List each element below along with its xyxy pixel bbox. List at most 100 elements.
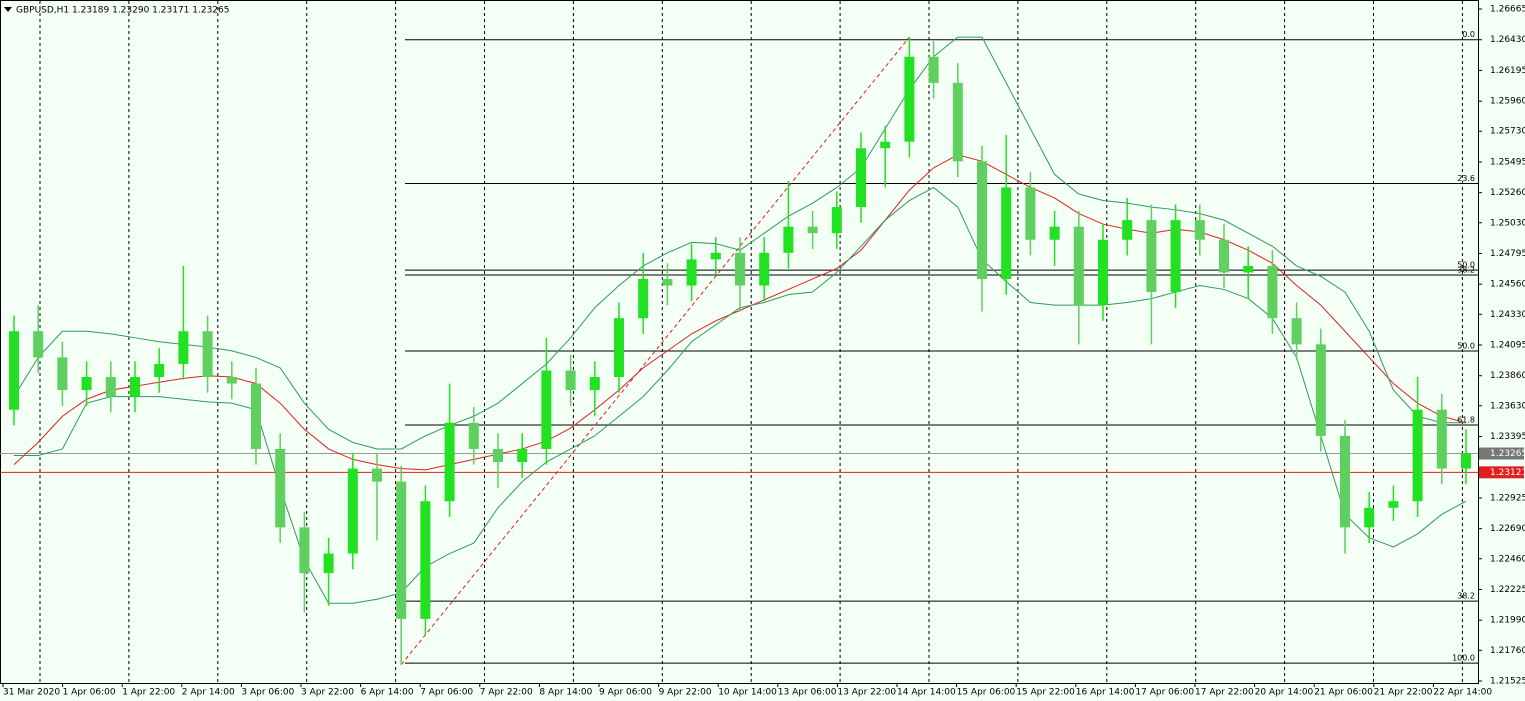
x-tick-label: 1 Apr 22:00 [122, 688, 175, 698]
candle-body [1267, 265, 1278, 319]
candle-body [251, 383, 261, 449]
candle-body [372, 468, 382, 482]
y-tick-label: 1.24095 [1490, 341, 1525, 351]
y-tick-label: 1.25960 [1490, 97, 1525, 107]
candle-body [928, 56, 939, 83]
candle-body [347, 468, 358, 554]
candle-body [493, 448, 503, 463]
x-tick-label: 2 Apr 14:00 [182, 688, 235, 698]
candle-body [807, 226, 818, 234]
candle-body [565, 370, 576, 391]
y-tick-label: 1.23395 [1490, 432, 1525, 442]
candle-body [1025, 187, 1036, 240]
candle-body [81, 377, 92, 391]
candle-body [686, 259, 697, 286]
x-tick-label: 9 Apr 06:00 [599, 688, 652, 698]
candle-body [1340, 435, 1350, 528]
y-tick-label: 1.22225 [1490, 585, 1525, 595]
y-tick-label: 1.21760 [1490, 646, 1525, 656]
y-tick-label: 1.26430 [1490, 35, 1525, 45]
y-tick-label: 1.22690 [1490, 524, 1525, 534]
y-tick-label: 1.24560 [1490, 280, 1525, 290]
x-tick-label: 3 Apr 06:00 [241, 688, 294, 698]
candle-body [977, 161, 987, 279]
candle-body [1243, 265, 1254, 273]
y-tick-label: 1.24330 [1490, 310, 1525, 320]
y-tick-label: 1.24795 [1490, 249, 1525, 259]
y-tick-label: 1.23630 [1490, 401, 1525, 411]
candle-body [541, 370, 552, 449]
candle-body [130, 377, 140, 397]
candle-body [614, 318, 624, 378]
price-label: 1.23121 [1490, 468, 1525, 478]
fib-label: 38.2 [1457, 592, 1475, 601]
candle-body [856, 148, 866, 208]
x-tick-label: 22 Apr 14:00 [1433, 688, 1492, 698]
x-tick-label: 21 Apr 22:00 [1374, 688, 1433, 698]
x-tick-label: 6 Apr 14:00 [361, 688, 414, 698]
candle-body [1194, 220, 1205, 240]
candle-body [178, 331, 189, 364]
x-tick-label: 20 Apr 14:00 [1255, 688, 1314, 698]
candle-body [444, 422, 455, 502]
candle-body [420, 501, 431, 619]
candle-body [1436, 409, 1447, 469]
candle-body [1122, 220, 1133, 240]
x-tick-label: 13 Apr 22:00 [837, 688, 896, 698]
x-tick-label: 15 Apr 06:00 [957, 688, 1016, 698]
candle-body [299, 527, 310, 574]
menu-arrow[interactable] [4, 7, 12, 12]
candle-body [735, 252, 745, 286]
candle-body [468, 422, 479, 449]
x-tick-label: 3 Apr 22:00 [301, 688, 354, 698]
candle-body [589, 377, 600, 391]
candle-body [1098, 239, 1108, 306]
y-tick-label: 1.22925 [1490, 493, 1525, 503]
candle-body [226, 377, 237, 384]
candle-body [517, 448, 528, 463]
candle-body [638, 278, 649, 319]
x-tick-label: 7 Apr 22:00 [480, 688, 533, 698]
candle-body [1219, 239, 1229, 273]
y-tick-label: 1.26665 [1490, 5, 1525, 15]
candle-body [57, 357, 68, 391]
chart-title: GBPUSD,H1 1.23189 1.23290 1.23171 1.2326… [16, 6, 229, 16]
y-tick-label: 1.25495 [1490, 157, 1525, 167]
candle-body [831, 207, 842, 234]
candle-body [662, 278, 673, 286]
x-tick-label: 31 Mar 2020 [3, 688, 60, 698]
x-tick-label: 14 Apr 14:00 [897, 688, 956, 698]
candle-body [1291, 318, 1302, 345]
y-tick-label: 1.26195 [1490, 66, 1525, 76]
bid-label: 1.23265 [1490, 449, 1525, 459]
fib-label: 50.0 [1457, 342, 1475, 351]
candle-body [759, 252, 770, 286]
candle-body [33, 331, 44, 358]
x-tick-label: 7 Apr 06:00 [420, 688, 473, 698]
candle-body [904, 56, 915, 142]
candle-body [202, 331, 213, 378]
candle-body [1315, 344, 1326, 436]
candle-body [1073, 226, 1084, 306]
candle-body [275, 448, 286, 528]
candle-body [1146, 220, 1157, 293]
fib-label: 0.0 [1462, 30, 1475, 39]
x-tick-label: 13 Apr 06:00 [778, 688, 837, 698]
y-tick-label: 1.21990 [1490, 616, 1525, 626]
x-tick-label: 21 Apr 06:00 [1314, 688, 1373, 698]
candle-body [710, 252, 721, 260]
candle-body [154, 363, 165, 378]
candle-body [1001, 187, 1012, 279]
candle-body [1461, 453, 1471, 469]
y-tick-label: 1.25030 [1490, 218, 1525, 228]
x-tick-label: 1 Apr 06:00 [63, 688, 116, 698]
fib-label: 61.8 [1457, 416, 1475, 425]
x-tick-label: 17 Apr 22:00 [1195, 688, 1254, 698]
candle-body [783, 226, 794, 253]
candle-body [1388, 501, 1399, 508]
fib-trendline [400, 36, 910, 665]
fib-label: 50.0 [1457, 261, 1475, 270]
